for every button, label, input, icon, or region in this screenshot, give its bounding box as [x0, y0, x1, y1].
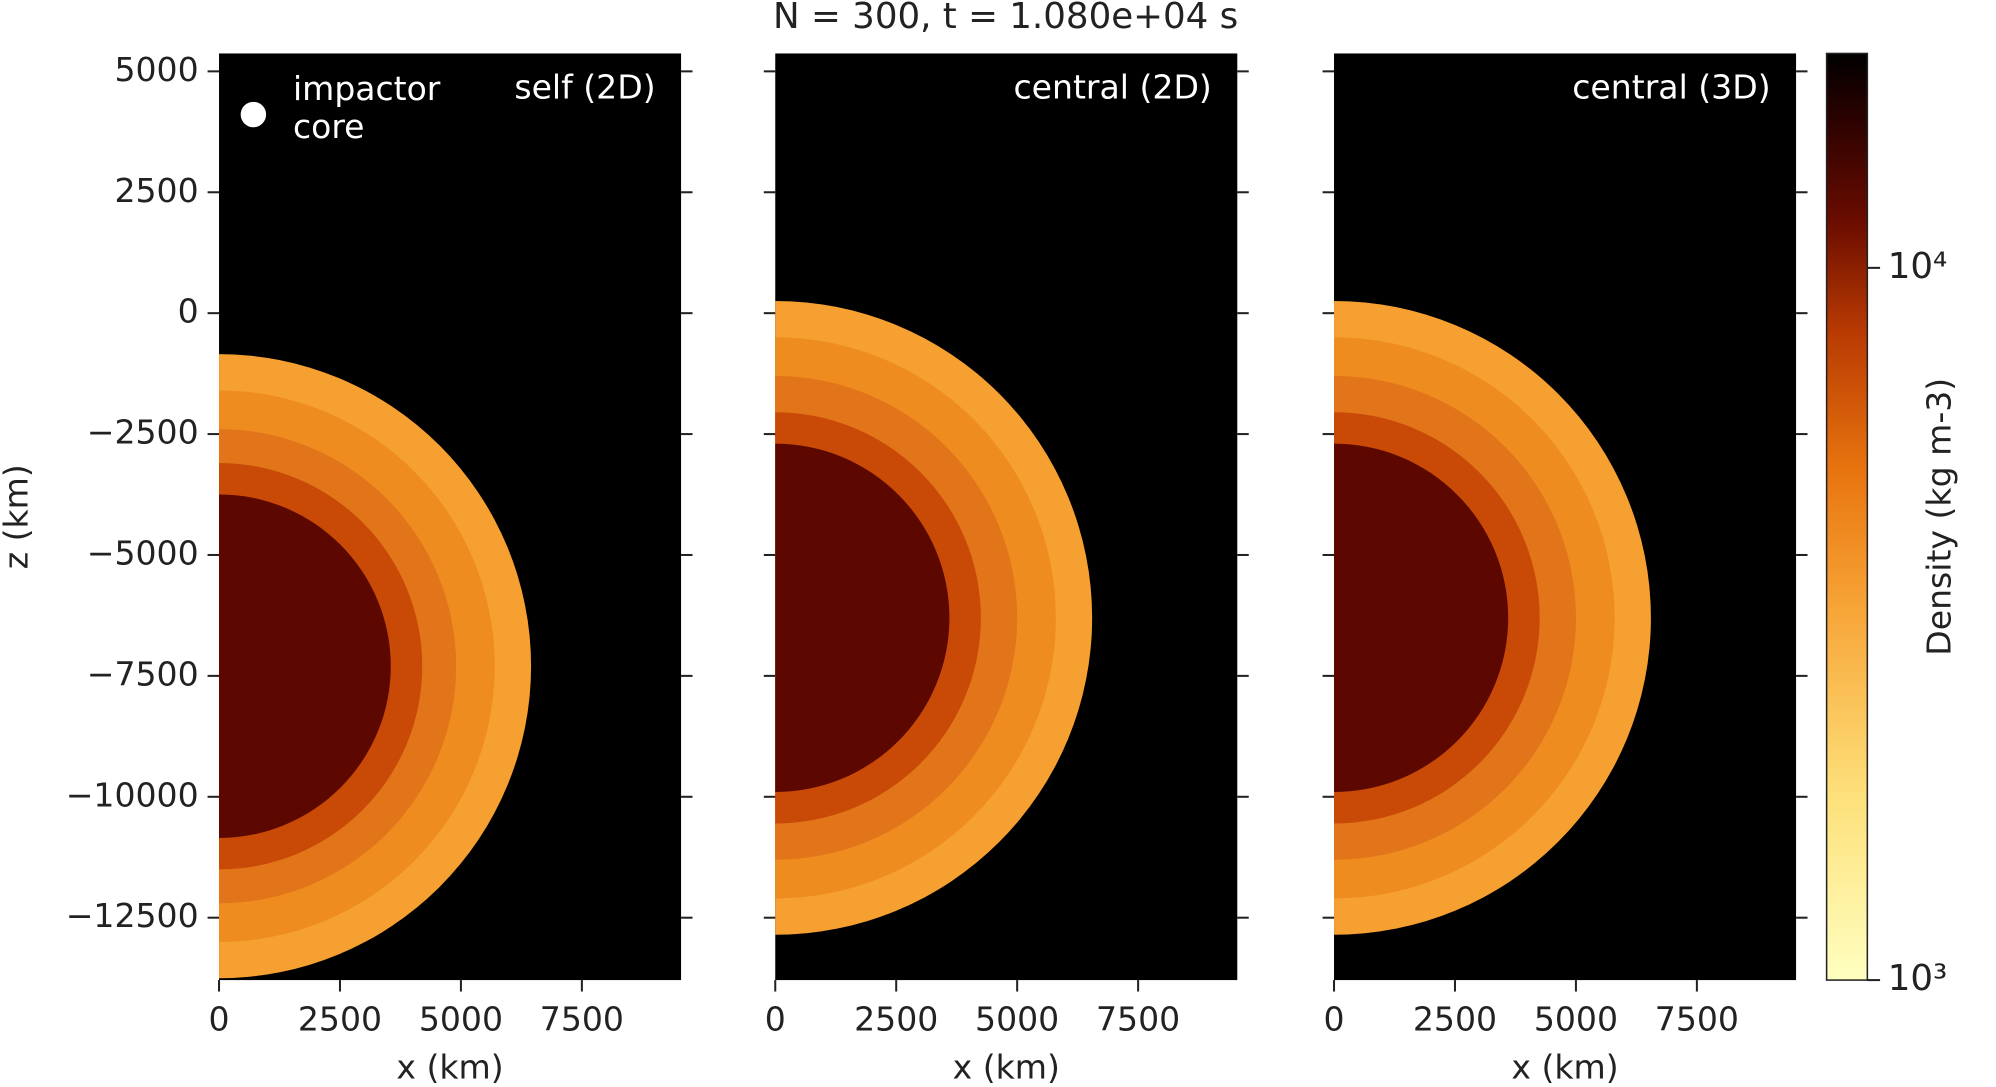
colorbar-tick-label: 10⁴: [1888, 246, 1948, 287]
x-tick-label: 2500: [1413, 999, 1497, 1038]
x-tick-label: 0: [1324, 999, 1345, 1038]
colorbar: [1825, 52, 1869, 981]
legend-marker: [240, 101, 267, 128]
y-tick-label: 0: [178, 292, 199, 331]
density-field: [775, 301, 1093, 935]
density-field: [219, 354, 531, 979]
x-axis-label: x (km): [1511, 1048, 1618, 1087]
y-axis-label: z (km): [0, 464, 35, 569]
x-tick-label: 5000: [1534, 999, 1618, 1038]
y-tick-label: −2500: [87, 413, 199, 452]
x-tick-label: 0: [209, 999, 230, 1038]
chart-title: N = 300, t = 1.080e+04 s: [773, 0, 1238, 37]
x-tick-label: 0: [765, 999, 786, 1038]
x-axis-label: x (km): [953, 1048, 1060, 1087]
density-shell: [775, 443, 950, 792]
x-tick-label: 2500: [298, 999, 382, 1038]
panel-label: central (2D): [1013, 68, 1211, 107]
x-tick-label: 5000: [419, 999, 503, 1038]
y-tick-label: −10000: [66, 775, 199, 814]
panel-label: central (3D): [1572, 68, 1770, 107]
x-tick-label: 7500: [1655, 999, 1739, 1038]
x-tick-label: 7500: [1096, 999, 1180, 1038]
y-tick-label: −5000: [87, 533, 199, 572]
y-tick-label: 5000: [114, 50, 198, 89]
density-field: [1334, 301, 1651, 935]
x-tick-label: 7500: [540, 999, 624, 1038]
legend-label: impactor core: [293, 69, 441, 146]
y-tick-label: 2500: [114, 171, 198, 210]
x-axis-label: x (km): [396, 1048, 503, 1087]
colorbar-tick-label: 10³: [1888, 958, 1948, 999]
panel-label: self (2D): [514, 68, 655, 107]
x-tick-label: 5000: [975, 999, 1059, 1038]
y-tick-label: −12500: [66, 896, 199, 935]
y-tick-label: −7500: [87, 654, 199, 693]
density-shell: [1334, 443, 1509, 792]
density-shell: [219, 494, 391, 838]
x-tick-label: 2500: [854, 999, 938, 1038]
colorbar-label: Density (kg m-3): [1920, 378, 1959, 656]
